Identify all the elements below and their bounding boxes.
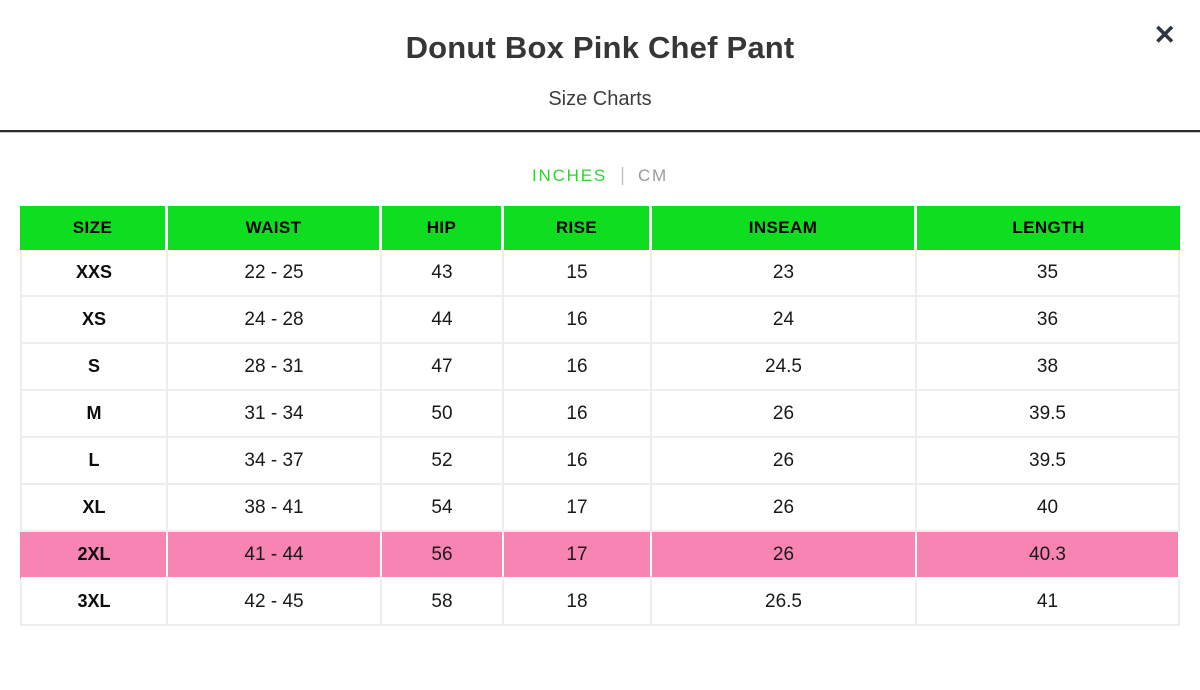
size-cell: M (20, 391, 168, 438)
value-cell: 40.3 (917, 532, 1180, 579)
value-cell: 56 (382, 532, 504, 579)
size-cell: XS (20, 297, 168, 344)
value-cell: 42 - 45 (168, 579, 382, 626)
column-header-hip: HIP (382, 206, 504, 250)
value-cell: 26 (652, 532, 917, 579)
value-cell: 50 (382, 391, 504, 438)
value-cell: 26 (652, 438, 917, 485)
column-header-rise: RISE (504, 206, 652, 250)
value-cell: 23 (652, 250, 917, 297)
size-cell: XL (20, 485, 168, 532)
value-cell: 38 (917, 344, 1180, 391)
value-cell: 18 (504, 579, 652, 626)
table-header-row: SIZE WAIST HIP RISE INSEAM LENGTH (20, 206, 1180, 250)
column-header-waist: WAIST (168, 206, 382, 250)
value-cell: 28 - 31 (168, 344, 382, 391)
close-button[interactable]: ✕ (1147, 16, 1182, 55)
unit-toggle: INCHES | CM (0, 165, 1200, 187)
column-header-inseam: INSEAM (652, 206, 917, 250)
value-cell: 15 (504, 250, 652, 297)
value-cell: 24 - 28 (168, 297, 382, 344)
table-row-s: S 28 - 31 47 16 24.5 38 (20, 344, 1180, 391)
value-cell: 41 - 44 (168, 532, 382, 579)
column-header-length: LENGTH (917, 206, 1180, 250)
value-cell: 16 (504, 297, 652, 344)
page-title: Donut Box Pink Chef Pant (405, 30, 795, 65)
value-cell: 22 - 25 (168, 250, 382, 297)
value-cell: 39.5 (917, 438, 1180, 485)
value-cell: 26 (652, 391, 917, 438)
size-cell: 3XL (20, 579, 168, 626)
value-cell: 31 - 34 (168, 391, 382, 438)
table-row-xl: XL 38 - 41 54 17 26 40 (20, 485, 1180, 532)
value-cell: 17 (504, 485, 652, 532)
header-divider (0, 130, 1200, 133)
size-cell: S (20, 344, 168, 391)
value-cell: 38 - 41 (168, 485, 382, 532)
size-cell: L (20, 438, 168, 485)
value-cell: 54 (382, 485, 504, 532)
unit-separator: | (620, 165, 625, 186)
table-row-2xl: 2XL 41 - 44 56 17 26 40.3 (20, 532, 1180, 579)
value-cell: 44 (382, 297, 504, 344)
value-cell: 24 (652, 297, 917, 344)
value-cell: 16 (504, 391, 652, 438)
value-cell: 26.5 (652, 579, 917, 626)
value-cell: 58 (382, 579, 504, 626)
value-cell: 43 (382, 250, 504, 297)
value-cell: 40 (917, 485, 1180, 532)
value-cell: 16 (504, 438, 652, 485)
column-header-size: SIZE (20, 206, 168, 250)
table-row-xxs: XXS 22 - 25 43 15 23 35 (20, 250, 1180, 297)
value-cell: 35 (917, 250, 1180, 297)
size-cell: 2XL (20, 532, 168, 579)
value-cell: 47 (382, 344, 504, 391)
table-row-3xl: 3XL 42 - 45 58 18 26.5 41 (20, 579, 1180, 626)
unit-tab-cm[interactable]: CM (637, 166, 669, 185)
value-cell: 52 (382, 438, 504, 485)
table-row-m: M 31 - 34 50 16 26 39.5 (20, 391, 1180, 438)
value-cell: 16 (504, 344, 652, 391)
value-cell: 34 - 37 (168, 438, 382, 485)
table-row-xs: XS 24 - 28 44 16 24 36 (20, 297, 1180, 344)
value-cell: 41 (917, 579, 1180, 626)
value-cell: 39.5 (917, 391, 1180, 438)
modal-subtitle: Size Charts (548, 88, 652, 110)
close-icon: ✕ (1153, 20, 1176, 50)
value-cell: 26 (652, 485, 917, 532)
unit-tab-inches[interactable]: INCHES (531, 166, 608, 185)
size-cell: XXS (20, 250, 168, 297)
table-row-l: L 34 - 37 52 16 26 39.5 (20, 438, 1180, 485)
value-cell: 24.5 (652, 344, 917, 391)
value-cell: 36 (917, 297, 1180, 344)
size-chart-table: SIZE WAIST HIP RISE INSEAM LENGTH XXS 22 - 25 4… (20, 206, 1180, 626)
value-cell: 17 (504, 532, 652, 579)
